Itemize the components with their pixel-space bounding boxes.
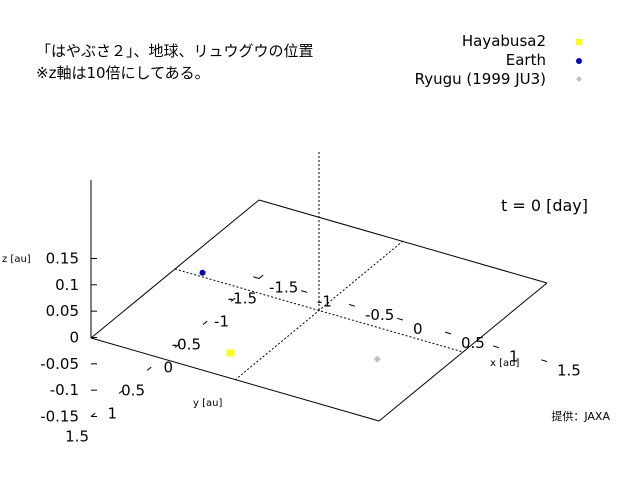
z-tick-label: -0.1 bbox=[50, 381, 79, 399]
ticks-layer bbox=[90, 257, 548, 417]
frame-edge-front-right bbox=[378, 282, 548, 422]
x-tick bbox=[493, 345, 500, 349]
x-tick bbox=[301, 290, 308, 293]
x-tick-label: 1.5 bbox=[557, 362, 581, 380]
note-z-scale: ※z軸は10倍にしてある。 bbox=[36, 64, 210, 82]
legend-label-ryugu: Ryugu (1999 JU3) bbox=[414, 70, 546, 88]
legend-label-hayabusa2: Hayabusa2 bbox=[461, 32, 546, 50]
y-tick bbox=[230, 297, 236, 302]
y-tick bbox=[258, 274, 264, 279]
y-tick-label: -1 bbox=[214, 313, 229, 331]
legend-label-earth: Earth bbox=[505, 51, 546, 69]
y-tick bbox=[174, 343, 180, 348]
x-axis-label: x [au] bbox=[490, 358, 519, 369]
data-points-layer bbox=[199, 269, 381, 363]
tick-labels-layer: -0.15 -0.1 -0.05 0 0.05 0.1 0.15 -1.5 -1 -0.5 0 0.5… bbox=[40, 249, 581, 445]
credit-label: 提供：JAXA bbox=[551, 409, 610, 423]
y-tick bbox=[90, 412, 96, 417]
point-hayabusa2 bbox=[226, 349, 234, 357]
x-tick-label: 1 bbox=[509, 348, 519, 366]
y-axis-label: y [au] bbox=[193, 398, 222, 409]
z-tick-label: 0.05 bbox=[46, 302, 79, 320]
z-tick-label: 0.15 bbox=[46, 249, 79, 267]
z-tick-label: -0.15 bbox=[40, 408, 79, 426]
y-tick bbox=[118, 389, 124, 394]
z-tick-label: -0.05 bbox=[40, 355, 79, 373]
x-tick-label: 0.5 bbox=[461, 334, 485, 352]
x-tick bbox=[349, 303, 356, 307]
legend-marker-hayabusa2 bbox=[576, 39, 582, 45]
x-tick-label: 0 bbox=[413, 320, 423, 338]
legend-marker-earth bbox=[576, 58, 582, 64]
x-tick bbox=[397, 317, 404, 321]
y-tick-label: 0.5 bbox=[121, 382, 145, 400]
y-tick-label: 1 bbox=[107, 405, 117, 423]
time-label: t = 0 [day] bbox=[501, 196, 588, 215]
y-tick-label: -0.5 bbox=[172, 336, 201, 354]
x-tick bbox=[253, 276, 260, 279]
z-axis-label: z [au] bbox=[2, 254, 31, 265]
y-tick bbox=[202, 320, 208, 325]
note-title: 「はやぶさ２」、地球、リュウグウの位置 bbox=[36, 42, 314, 60]
x-tick-label: -1.5 bbox=[269, 279, 298, 297]
x-tick bbox=[445, 331, 452, 335]
x-tick-label: -0.5 bbox=[365, 306, 394, 324]
y-tick bbox=[146, 366, 152, 371]
x-tick-label: -1 bbox=[317, 292, 332, 310]
point-earth bbox=[199, 269, 206, 276]
legend-marker-ryugu bbox=[576, 76, 582, 82]
z-tick-label: 0 bbox=[69, 328, 79, 346]
x-tick bbox=[541, 359, 548, 362]
y-tick-label: 1.5 bbox=[65, 428, 89, 446]
y-tick-label: 0 bbox=[163, 359, 173, 377]
y-tick-label: -1.5 bbox=[228, 290, 257, 308]
point-ryugu bbox=[373, 355, 381, 363]
z-tick-label: 0.1 bbox=[55, 276, 79, 294]
center-line-y bbox=[234, 240, 404, 381]
